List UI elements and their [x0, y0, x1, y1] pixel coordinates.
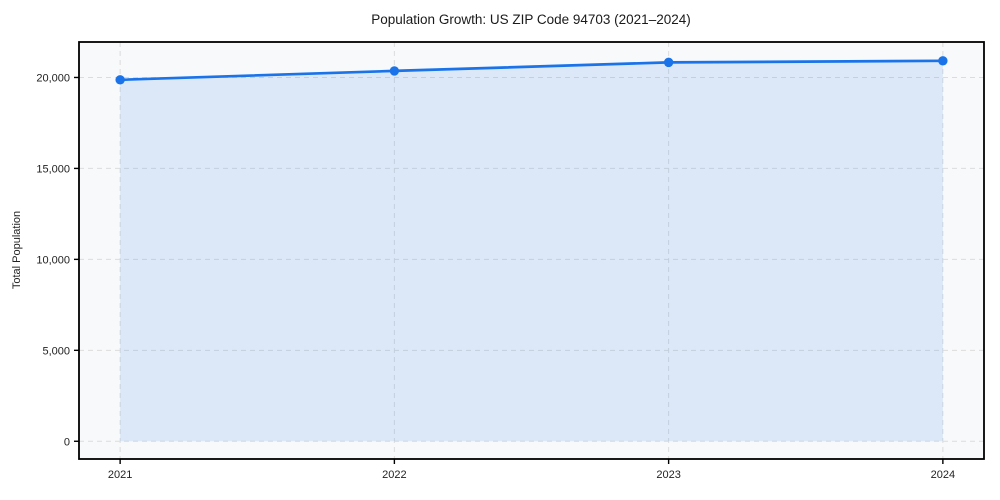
gridlines-group [79, 42, 984, 459]
data-point [938, 56, 948, 66]
x-tick-label: 2021 [108, 469, 132, 481]
data-point [389, 66, 400, 76]
axis-ticks-group [74, 76, 944, 464]
area-fill-group [120, 60, 943, 442]
y-tick-label: 20,000 [36, 72, 70, 84]
series-line-group [118, 59, 945, 82]
area-fill [120, 60, 943, 442]
chart-title: Population Growth: US ZIP Code 94703 (20… [371, 12, 690, 27]
x-tick-label: 2023 [656, 469, 680, 481]
y-tick-label: 5,000 [42, 345, 70, 357]
plot-background [79, 42, 984, 459]
y-tick-label: 10,000 [36, 254, 70, 266]
data-point [115, 75, 125, 85]
plot-background-group [79, 42, 984, 459]
population-line [118, 59, 945, 82]
tick-labels-group: 0 5,000 10,000 15,000 20,000 2021 2022 2023 2024 [36, 72, 955, 481]
y-tick-label: 0 [64, 436, 70, 448]
plot-frame [78, 41, 985, 460]
x-tick-label: 2024 [931, 469, 955, 481]
x-tick-label: 2022 [382, 469, 406, 481]
y-tick-label: 15,000 [36, 163, 70, 175]
data-point [663, 57, 674, 68]
data-points-group [115, 56, 948, 85]
y-axis-label: Total Population [11, 211, 23, 289]
